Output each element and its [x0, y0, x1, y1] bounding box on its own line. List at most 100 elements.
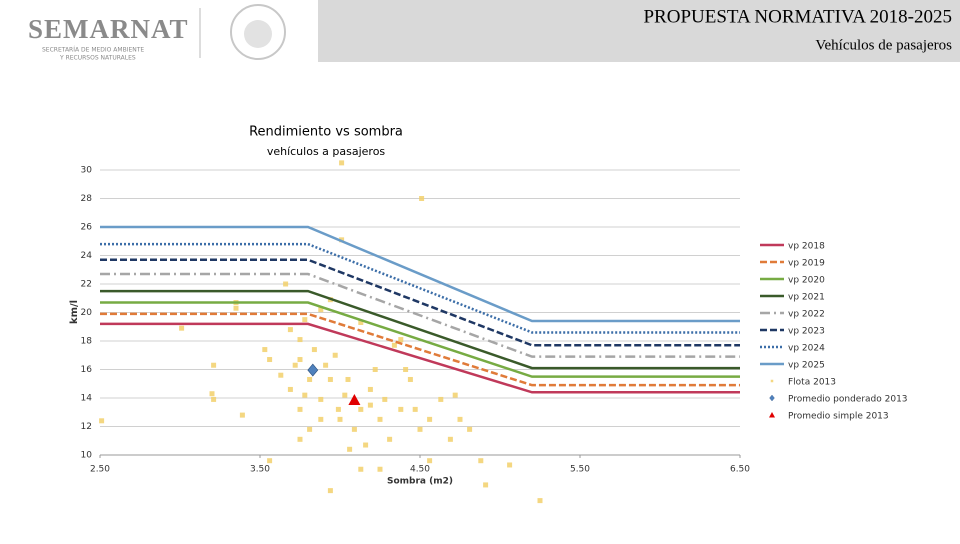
- scatter-point: [348, 393, 361, 405]
- legend-label: vp 2023: [788, 327, 825, 337]
- scatter-point: [537, 498, 543, 504]
- scatter-point: [363, 442, 369, 448]
- scatter-point: [398, 406, 404, 412]
- scatter-point: [262, 347, 268, 353]
- scatter-point: [267, 357, 273, 363]
- series-line: [100, 258, 740, 347]
- series-line: [100, 242, 740, 334]
- scatter-point: [391, 342, 397, 348]
- legend-swatch: [769, 394, 775, 402]
- scatter-point: [478, 458, 484, 464]
- scatter-point: [467, 426, 473, 432]
- scatter-point: [417, 426, 423, 432]
- scatter-point: [377, 416, 383, 422]
- scatter-point: [438, 396, 444, 402]
- scatter-point: [292, 362, 298, 368]
- x-tick-label: 3.50: [250, 465, 270, 475]
- scatter-point: [287, 386, 293, 392]
- scatter-point: [332, 352, 338, 358]
- scatter-point: [233, 305, 239, 311]
- scatter-point: [457, 416, 463, 422]
- legend-swatch: [769, 412, 775, 418]
- scatter-point: [345, 376, 351, 382]
- scatter-point: [211, 362, 217, 368]
- scatter-point: [358, 466, 364, 472]
- series-line: [100, 322, 740, 394]
- scatter-point: [211, 396, 217, 402]
- scatter-point: [283, 281, 289, 287]
- y-tick-label: 26: [81, 223, 93, 233]
- scatter-point: [358, 406, 364, 412]
- scatter-point: [278, 372, 284, 378]
- scatter-point: [382, 396, 388, 402]
- legend-label: Flota 2013: [788, 378, 836, 388]
- scatter-point: [427, 416, 433, 422]
- legend-label: vp 2020: [788, 276, 825, 286]
- scatter-point: [267, 458, 273, 464]
- scatter-point: [323, 362, 329, 368]
- scatter-point: [311, 347, 317, 353]
- chart-title: Rendimiento vs sombra: [249, 125, 403, 140]
- emblem: [230, 4, 286, 60]
- scatter-point: [507, 462, 513, 468]
- legend-label: vp 2022: [788, 310, 825, 320]
- legend-label: Promedio simple 2013: [788, 412, 889, 422]
- scatter-point: [302, 317, 308, 323]
- y-tick-label: 28: [81, 194, 93, 204]
- y-axis-label: km/l: [69, 300, 80, 324]
- scatter-point: [297, 436, 303, 442]
- scatter-point: [372, 367, 378, 372]
- y-tick-label: 18: [81, 337, 93, 347]
- x-tick-label: 5.50: [570, 465, 590, 475]
- legend-label: vp 2019: [788, 259, 825, 269]
- scatter-point: [339, 160, 345, 166]
- logo-line: SECRETARÍA DE MEDIO AMBIENTE: [42, 47, 144, 54]
- x-axis-label: Sombra (m2): [387, 477, 453, 487]
- legend-label: vp 2025: [788, 361, 825, 371]
- scatter-point: [297, 406, 303, 412]
- legend-label: vp 2018: [788, 242, 825, 252]
- scatter-point: [367, 402, 373, 408]
- logo-line: Y RECURSOS NATURALES: [59, 55, 136, 62]
- scatter-point: [179, 325, 185, 331]
- y-tick-label: 30: [81, 166, 93, 176]
- scatter-point: [327, 488, 333, 494]
- chart-subtitle: vehículos a pasajeros: [267, 145, 386, 158]
- scatter-point: [398, 337, 404, 343]
- scatter-point: [307, 426, 313, 432]
- scatter-point: [335, 406, 341, 412]
- scatter-point: [318, 307, 324, 313]
- series-line: [100, 301, 740, 378]
- scatter-point: [209, 391, 215, 397]
- legend-label: vp 2021: [788, 293, 825, 303]
- scatter-point: [412, 406, 418, 412]
- scatter-point: [307, 363, 319, 377]
- scatter-point: [452, 392, 458, 398]
- y-tick-label: 22: [81, 280, 92, 290]
- series-line: [100, 312, 740, 387]
- scatter-point: [447, 436, 453, 442]
- series-line: [100, 225, 740, 323]
- scatter-point: [347, 446, 353, 452]
- scatter-point: [302, 392, 308, 398]
- series-line: [100, 272, 740, 358]
- scatter-point: [327, 376, 333, 382]
- scatter-point: [297, 337, 303, 343]
- y-tick-label: 16: [81, 365, 93, 375]
- scatter-point: [377, 466, 383, 472]
- scatter-point: [318, 416, 324, 422]
- scatter-point: [342, 392, 348, 398]
- legend-label: Promedio ponderado 2013: [788, 395, 908, 405]
- y-tick-label: 12: [81, 422, 92, 432]
- header-subtitle: Vehículos de pasajeros: [815, 37, 952, 53]
- scatter-point: [307, 376, 313, 382]
- logo-text: SEMARNAT: [28, 14, 189, 44]
- scatter-point: [407, 376, 413, 382]
- scatter-point: [337, 416, 343, 422]
- scatter-point: [297, 357, 303, 363]
- series-line: [100, 289, 740, 370]
- x-tick-label: 4.50: [410, 465, 430, 475]
- legend-swatch: [770, 379, 774, 383]
